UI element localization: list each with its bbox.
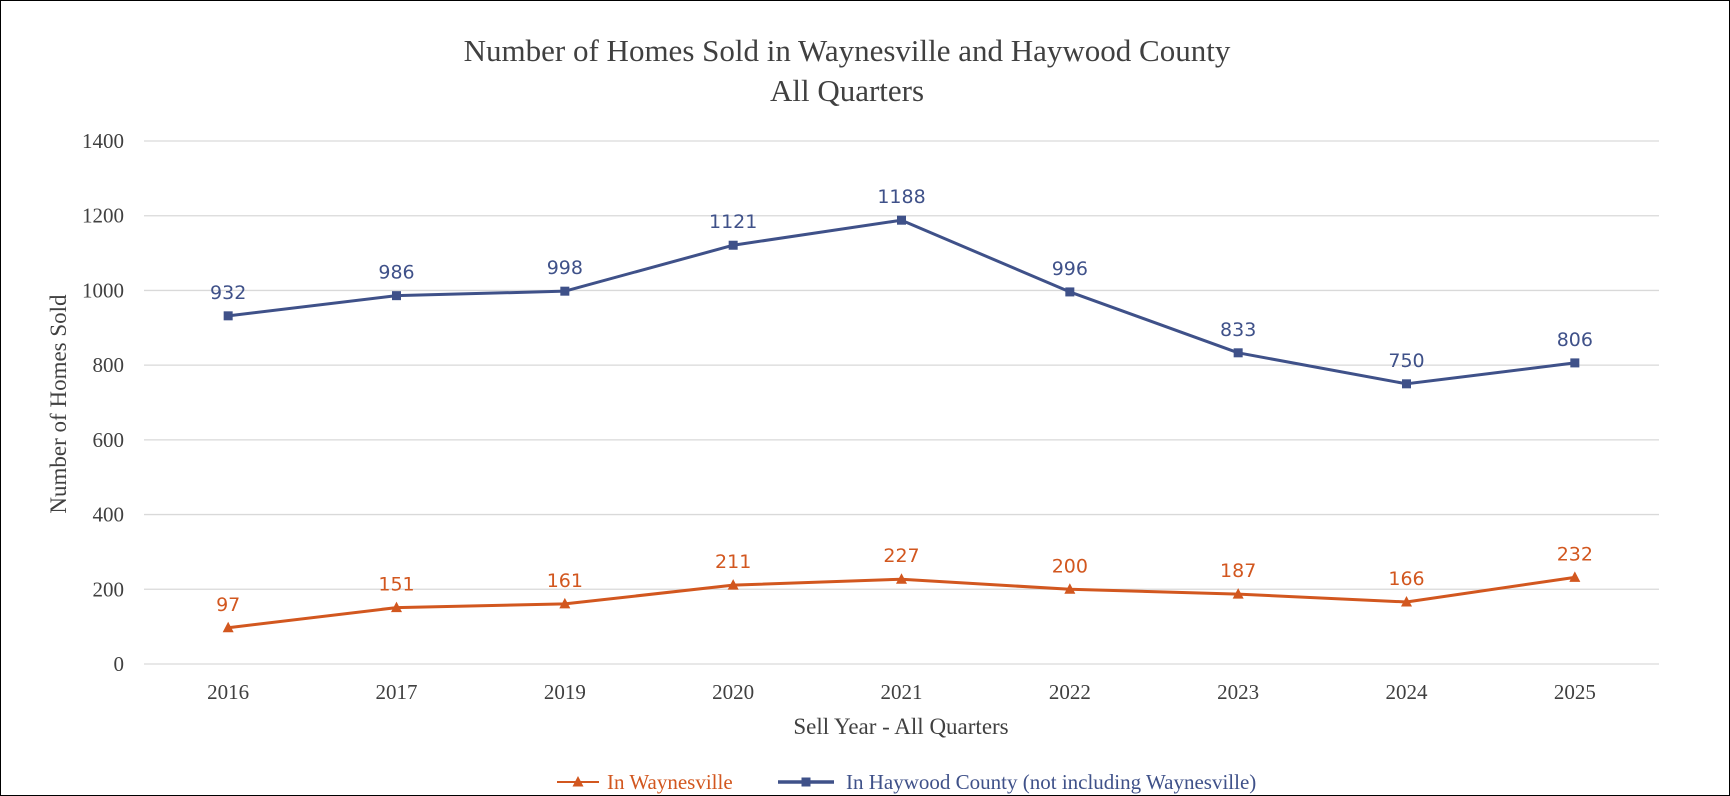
data-label-waynesville: 232	[1557, 543, 1593, 565]
data-label-waynesville: 200	[1052, 555, 1088, 577]
x-axis-title: Sell Year - All Quarters	[793, 714, 1008, 739]
data-label-haywood-county: 932	[210, 282, 246, 304]
data-label-waynesville: 161	[547, 570, 583, 592]
legend: In Waynesville In Haywood County (not inc…	[557, 770, 1256, 794]
series-line-haywood-county	[227, 218, 1576, 386]
data-point-haywood-county	[1570, 358, 1580, 368]
y-tick-label: 400	[93, 503, 125, 527]
x-tick-label: 2025	[1554, 680, 1596, 704]
y-axis-ticks: 0 200 400 600 800 1000 1200 1400	[82, 129, 124, 676]
data-point-haywood-county	[223, 311, 233, 321]
x-tick-label: 2023	[1217, 680, 1259, 704]
chart-title: Number of Homes Sold in Waynesville and …	[464, 33, 1231, 68]
legend-label-haywood-county: In Haywood County (not including Waynesv…	[846, 770, 1256, 794]
gridlines	[144, 140, 1659, 665]
legend-marker-haywood-county	[801, 777, 811, 787]
x-axis-ticks: 2016 2017 2019 2020 2021 2022 2023 2024 2025	[207, 680, 1596, 704]
data-label-haywood-county: 986	[378, 262, 414, 284]
data-point-waynesville	[559, 597, 571, 609]
data-label-waynesville: 151	[378, 574, 414, 596]
y-tick-label: 1400	[82, 129, 124, 153]
data-label-waynesville: 187	[1220, 560, 1256, 582]
x-tick-label: 2017	[376, 680, 418, 704]
data-point-waynesville	[896, 573, 907, 584]
x-tick-label: 2020	[712, 680, 754, 704]
data-point-haywood-county	[1402, 379, 1411, 389]
x-tick-label: 2024	[1386, 680, 1429, 704]
y-tick-label: 1200	[82, 204, 124, 228]
x-tick-label: 2019	[544, 680, 586, 704]
data-point-haywood-county	[728, 240, 738, 250]
data-point-haywood-county	[1233, 348, 1243, 358]
data-point-haywood-county	[897, 215, 906, 225]
data-point-waynesville	[1232, 588, 1244, 599]
data-label-haywood-county: 998	[547, 257, 583, 279]
legend-marker-waynesville	[572, 776, 584, 787]
data-labels: 97 151 161 211 227 200 187 166 232 932 986 998 1121 1…	[210, 186, 1593, 616]
series-line-waynesville	[227, 575, 1576, 630]
x-tick-label: 2016	[207, 680, 249, 704]
y-tick-label: 1000	[82, 278, 124, 302]
data-point-haywood-county	[1065, 287, 1075, 297]
data-point-haywood-county	[560, 286, 570, 296]
y-tick-label: 800	[93, 353, 125, 377]
data-label-haywood-county: 833	[1220, 319, 1256, 341]
y-tick-label: 0	[114, 652, 125, 676]
data-point-waynesville	[1569, 571, 1581, 582]
data-point-waynesville	[391, 601, 402, 613]
y-axis-title: Number of Homes Sold	[46, 294, 71, 514]
y-tick-label: 600	[93, 428, 125, 452]
data-point-haywood-county	[392, 291, 401, 301]
data-label-waynesville: 227	[883, 545, 919, 567]
data-point-waynesville	[727, 579, 739, 590]
x-tick-label: 2022	[1049, 680, 1091, 704]
data-label-waynesville: 166	[1388, 568, 1424, 590]
data-label-waynesville: 97	[216, 594, 240, 616]
data-point-waynesville	[1064, 583, 1076, 594]
data-label-haywood-county: 750	[1388, 350, 1424, 372]
legend-label-waynesville: In Waynesville	[607, 770, 733, 794]
data-point-waynesville	[1401, 595, 1412, 607]
data-label-haywood-county: 1121	[709, 211, 757, 233]
data-label-haywood-county: 1188	[877, 186, 925, 208]
x-tick-label: 2021	[881, 680, 923, 704]
series-lines	[222, 215, 1581, 633]
data-point-waynesville	[222, 621, 234, 633]
chart-subtitle: All Quarters	[770, 73, 924, 108]
data-label-waynesville: 211	[715, 551, 751, 573]
data-label-haywood-county: 806	[1557, 329, 1593, 351]
y-tick-label: 200	[93, 577, 125, 601]
data-label-haywood-county: 996	[1052, 258, 1088, 280]
